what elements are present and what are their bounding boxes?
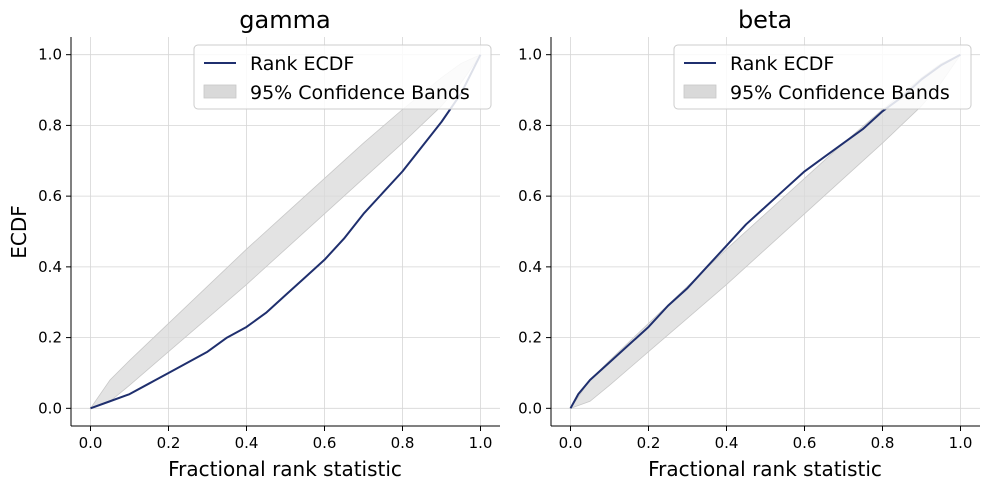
x-axis-title: Fractional rank statistic	[168, 457, 402, 481]
x-tick-label: 0.0	[559, 434, 583, 452]
x-tick-label: 0.4	[715, 434, 739, 452]
y-axis-title: ECDF	[7, 205, 31, 259]
x-tick-label: 0.2	[637, 434, 661, 452]
y-tick-label: 0.6	[518, 187, 542, 205]
legend-frame	[673, 44, 972, 110]
legend-label-confidence-bands: 95% Confidence Bands	[250, 82, 470, 104]
legend-label-rank-ecdf: Rank ECDF	[730, 53, 834, 75]
panel-title: beta	[738, 6, 792, 34]
y-tick-label: 0.8	[518, 116, 542, 134]
x-tick-label: 0.4	[235, 434, 259, 452]
x-tick-label: 1.0	[949, 434, 973, 452]
y-tick-label: 1.0	[518, 46, 542, 64]
y-tick-label: 0.8	[38, 116, 62, 134]
series-line-rank-ecdf	[90, 54, 482, 410]
legend-label-rank-ecdf: Rank ECDF	[250, 53, 354, 75]
y-tick-label: 0.4	[518, 258, 542, 276]
legend: Rank ECDF 95% Confidence Bands	[673, 44, 972, 110]
legend-label-confidence-bands: 95% Confidence Bands	[730, 82, 950, 104]
x-tick-label: 1.0	[469, 434, 493, 452]
panel-gamma: gamma Fractional rank statistic ECDF 0.0…	[7, 6, 500, 481]
y-tick-label: 1.0	[38, 46, 62, 64]
y-tick-label: 0.0	[38, 399, 62, 417]
y-tick-label: 0.2	[518, 329, 542, 347]
y-tick-label: 0.2	[38, 329, 62, 347]
legend: Rank ECDF 95% Confidence Bands	[193, 44, 492, 110]
x-tick-label: 0.0	[79, 434, 103, 452]
y-tick-label: 0.4	[38, 258, 62, 276]
x-tick-label: 0.8	[871, 434, 895, 452]
x-tick-label: 0.2	[157, 434, 181, 452]
legend-swatch-band	[203, 84, 237, 99]
legend-frame	[193, 44, 492, 110]
x-tick-label: 0.6	[313, 434, 337, 452]
legend-swatch-band	[683, 84, 717, 99]
y-tick-label: 0.0	[518, 399, 542, 417]
panel-title: gamma	[239, 6, 330, 34]
x-tick-label: 0.8	[391, 434, 415, 452]
panel-beta: beta Fractional rank statistic 0.0 0.2 0.4…	[518, 6, 980, 481]
x-axis-title: Fractional rank statistic	[648, 457, 882, 481]
x-tick-label: 0.6	[793, 434, 817, 452]
y-tick-label: 0.6	[38, 187, 62, 205]
